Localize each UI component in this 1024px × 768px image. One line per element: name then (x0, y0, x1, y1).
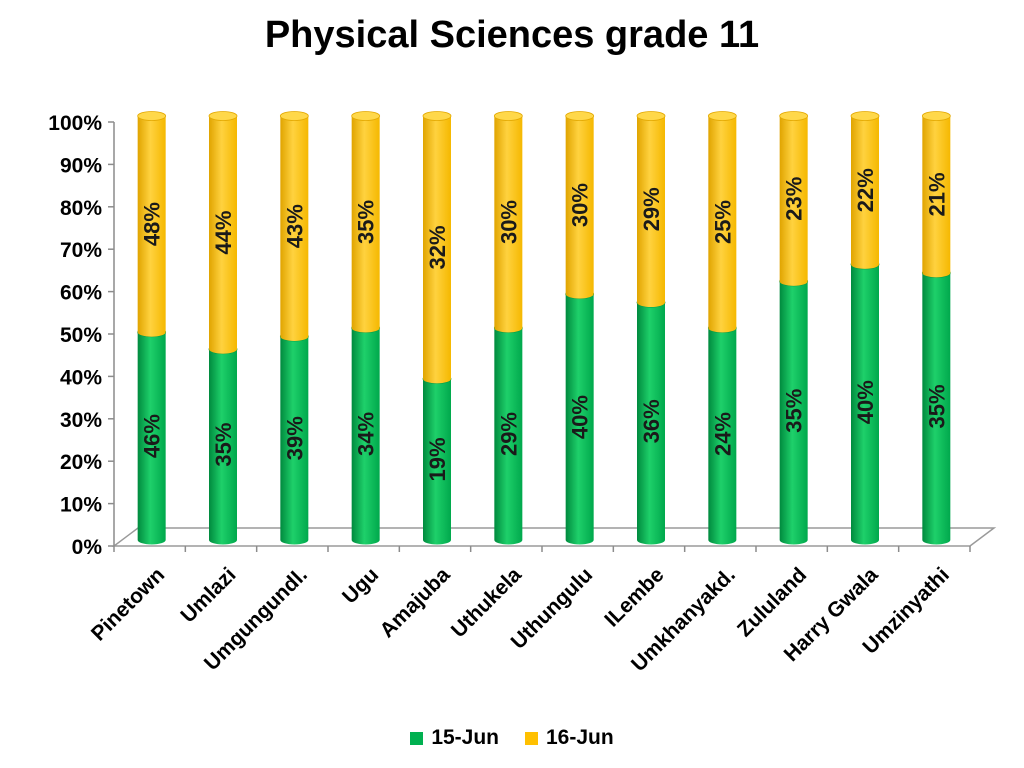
bar-series-2 (708, 116, 737, 333)
bar-series-2 (137, 116, 166, 337)
data-label: 29% (496, 412, 521, 456)
data-label: 35% (782, 389, 807, 433)
bar-group: 35% 44% (208, 111, 238, 545)
bar-series-1 (280, 336, 309, 545)
bar-group: 29% 30% (493, 111, 523, 545)
chart-title: Physical Sciences grade 11 (264, 14, 760, 56)
legend-label-series-1: 15-Jun (431, 726, 499, 749)
bar-series-2 (565, 116, 594, 299)
y-tick-label: 40% (60, 366, 102, 389)
data-label: 24% (710, 412, 735, 456)
bar-series-2 (209, 116, 237, 354)
bar-group: 36% 29% (636, 111, 666, 545)
bar-series-1 (565, 294, 594, 545)
bar-cap (279, 111, 309, 121)
x-tick-label: ILembe (600, 563, 668, 631)
data-label: 35% (211, 423, 236, 467)
bar-group: 39% 43% (279, 111, 309, 545)
bar-series-1 (779, 281, 808, 545)
x-tick-label: Amajuba (376, 563, 455, 642)
y-tick-label: 30% (60, 409, 102, 432)
data-label: 21% (924, 172, 949, 216)
data-label: 29% (639, 187, 664, 231)
bar-cap (779, 111, 809, 121)
data-label: 35% (924, 384, 949, 428)
bar-cap (636, 111, 666, 121)
data-label: 35% (354, 200, 379, 244)
legend-swatch-series-1 (410, 731, 424, 745)
bar-series-1 (209, 349, 237, 545)
data-label: 30% (496, 200, 521, 244)
bar-series-1 (922, 272, 951, 545)
data-label: 23% (782, 177, 807, 221)
bar-series-1 (351, 328, 380, 545)
bar-series-1 (423, 378, 451, 545)
bar-series-2 (922, 116, 951, 278)
x-tick-label: Ugu (338, 563, 383, 608)
data-label: 32% (425, 225, 450, 269)
bar-series-2 (851, 116, 879, 269)
bar-series-2 (280, 116, 309, 341)
bar-cap (850, 111, 880, 121)
data-label: 22% (853, 168, 878, 212)
bar-series-2 (351, 116, 380, 333)
legend-item-series-2: 16-Jun (525, 726, 614, 750)
bar-series-1 (637, 302, 665, 545)
bar-series-1 (137, 332, 166, 545)
x-tick-label: Umlazi (176, 563, 240, 627)
y-tick-label: 10% (60, 494, 102, 517)
data-label: 19% (425, 437, 450, 481)
bar-group: 46% 48% (137, 111, 167, 545)
bar-series-2 (423, 116, 451, 384)
data-label: 40% (853, 380, 878, 424)
data-label: 40% (568, 395, 593, 439)
y-tick-label: 80% (60, 197, 102, 220)
y-tick-label: 0% (72, 536, 103, 559)
bar-cap (707, 111, 737, 121)
bar-group: 24% 25% (707, 111, 737, 545)
y-tick-label: 60% (60, 282, 102, 305)
legend-swatch-series-2 (525, 731, 538, 745)
y-tick-label: 100% (48, 112, 102, 135)
bar-group: 35% 21% (921, 111, 951, 545)
x-tick-label: Pinetown (87, 563, 169, 645)
data-label: 46% (140, 414, 165, 458)
y-tick-label: 20% (60, 451, 102, 474)
bar-cap (422, 111, 452, 121)
bar-group: 34% 35% (351, 111, 381, 545)
data-label: 34% (354, 412, 379, 456)
data-label: 36% (639, 399, 664, 443)
data-label: 43% (282, 204, 307, 248)
data-label: 39% (282, 416, 307, 460)
bar-cap (565, 111, 595, 121)
y-tick-label: 50% (60, 324, 102, 347)
bar-series-1 (708, 328, 737, 545)
legend: 15-Jun 16-Jun (0, 726, 1024, 750)
data-label: 48% (140, 202, 165, 246)
bar-series-1 (494, 328, 523, 545)
legend-item-series-1: 15-Jun (410, 726, 499, 750)
y-tick-label: 70% (60, 239, 102, 262)
bar-series-2 (494, 116, 523, 333)
bar-group: 40% 22% (850, 111, 880, 545)
bar-group: 19% 32% (422, 111, 452, 545)
data-label: 25% (710, 200, 735, 244)
y-tick-label: 90% (60, 154, 102, 177)
bar-series-2 (779, 116, 808, 286)
bar-group: 35% 23% (779, 111, 809, 545)
bar-cap (208, 111, 238, 121)
bar-cap (137, 111, 167, 121)
bar-cap (351, 111, 381, 121)
data-label: 30% (568, 183, 593, 227)
bar-series-1 (851, 264, 879, 545)
bar-group: 40% 30% (565, 111, 595, 545)
bar-series-2 (637, 116, 665, 308)
data-label: 44% (211, 211, 236, 255)
bar-cap (493, 111, 523, 121)
legend-label-series-2: 16-Jun (546, 726, 614, 749)
bar-cap (921, 111, 951, 121)
